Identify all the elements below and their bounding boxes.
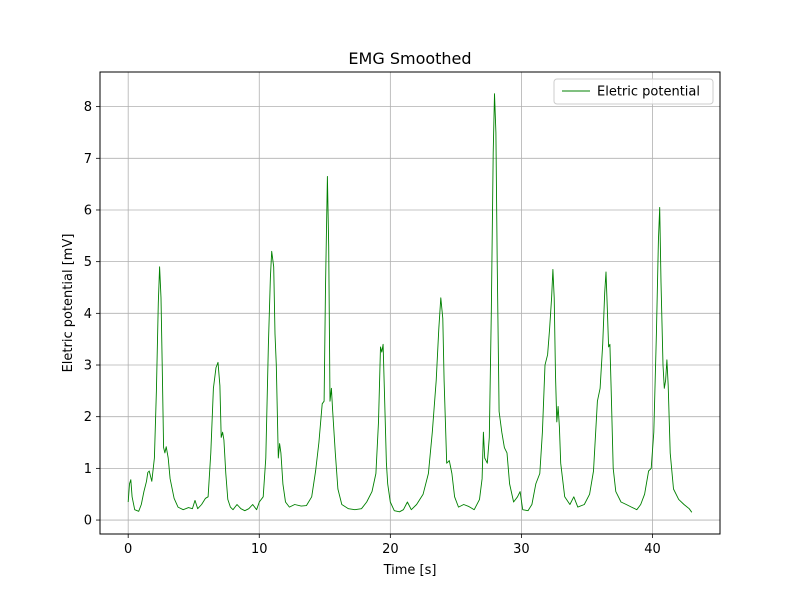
y-tick-label: 3 <box>84 359 92 374</box>
y-axis: 0 1 2 3 4 5 6 7 8 <box>84 100 100 529</box>
grid <box>100 72 720 534</box>
y-axis-label: Eletric potential [mV] <box>61 234 76 373</box>
y-tick-label: 5 <box>84 255 92 270</box>
legend-box <box>553 78 714 105</box>
x-tick-label: 30 <box>513 542 530 557</box>
y-tick-label: 4 <box>84 307 92 322</box>
plot-frame <box>99 71 721 535</box>
chart-title: EMG Smoothed <box>348 49 471 68</box>
y-tick-label: 0 <box>84 514 92 529</box>
x-axis-label: Time [s] <box>383 563 437 578</box>
y-tick-label: 1 <box>84 462 92 477</box>
x-tick-label: 0 <box>124 542 132 557</box>
x-tick-label: 40 <box>644 542 661 557</box>
y-tick-label: 7 <box>84 152 92 167</box>
y-tick-label: 6 <box>84 203 92 218</box>
legend-label: Eletric potential <box>597 85 700 100</box>
x-tick-label: 20 <box>382 542 399 557</box>
x-axis: 0 10 20 30 40 <box>124 534 661 557</box>
series-line-0 <box>127 93 693 513</box>
x-tick-label: 10 <box>251 542 268 557</box>
y-tick-label: 2 <box>84 410 92 425</box>
y-tick-label: 8 <box>84 100 92 115</box>
legend: Eletric potential <box>553 78 714 105</box>
plot-series <box>127 93 693 513</box>
